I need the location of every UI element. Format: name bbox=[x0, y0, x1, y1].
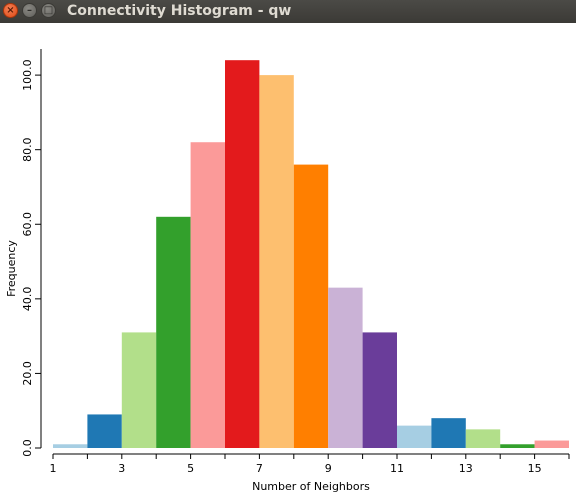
histogram-bar bbox=[156, 216, 191, 448]
histogram-bar bbox=[293, 164, 329, 448]
x-tick-label: 13 bbox=[459, 462, 473, 475]
maximize-window-button[interactable]: □ bbox=[41, 3, 56, 18]
x-tick-label: 5 bbox=[187, 462, 194, 475]
x-tick-label: 1 bbox=[50, 462, 57, 475]
histogram-bar bbox=[500, 444, 535, 448]
x-tick-label: 3 bbox=[118, 462, 125, 475]
x-axis-label: Number of Neighbors bbox=[252, 480, 370, 492]
histogram-bar bbox=[53, 444, 88, 448]
histogram-bar bbox=[465, 429, 501, 448]
minimize-icon: – bbox=[27, 5, 32, 16]
minimize-window-button[interactable]: – bbox=[22, 3, 37, 18]
y-tick-label: 60.0 bbox=[21, 212, 34, 237]
y-tick-label: 80.0 bbox=[21, 137, 34, 162]
close-icon: × bbox=[6, 5, 15, 16]
y-tick-label: 40.0 bbox=[21, 287, 34, 312]
histogram-bar bbox=[328, 287, 363, 448]
y-tick-label: 0.0 bbox=[21, 439, 34, 457]
x-tick-label: 7 bbox=[256, 462, 263, 475]
window-titlebar: × – □ Connectivity Histogram - qw bbox=[0, 0, 576, 23]
close-window-button[interactable]: × bbox=[3, 3, 18, 18]
histogram-bar bbox=[534, 440, 569, 448]
bars-group bbox=[53, 60, 569, 449]
y-axis-label: Frequency bbox=[5, 240, 18, 297]
maximize-icon: □ bbox=[43, 5, 54, 16]
histogram-bar bbox=[431, 418, 466, 448]
histogram-bar bbox=[121, 332, 157, 448]
x-tick-label: 9 bbox=[325, 462, 332, 475]
y-tick-label: 20.0 bbox=[21, 361, 34, 386]
histogram-bar bbox=[87, 414, 122, 448]
histogram-bar bbox=[190, 142, 225, 448]
x-tick-label: 15 bbox=[528, 462, 542, 475]
histogram-bar bbox=[397, 425, 432, 448]
histogram-bar bbox=[259, 75, 294, 449]
histogram-bar bbox=[362, 332, 397, 448]
y-tick-label: 100.0 bbox=[21, 59, 34, 90]
window-title: Connectivity Histogram - qw bbox=[67, 3, 292, 19]
x-tick-label: 11 bbox=[390, 462, 404, 475]
histogram-bar bbox=[225, 60, 260, 448]
